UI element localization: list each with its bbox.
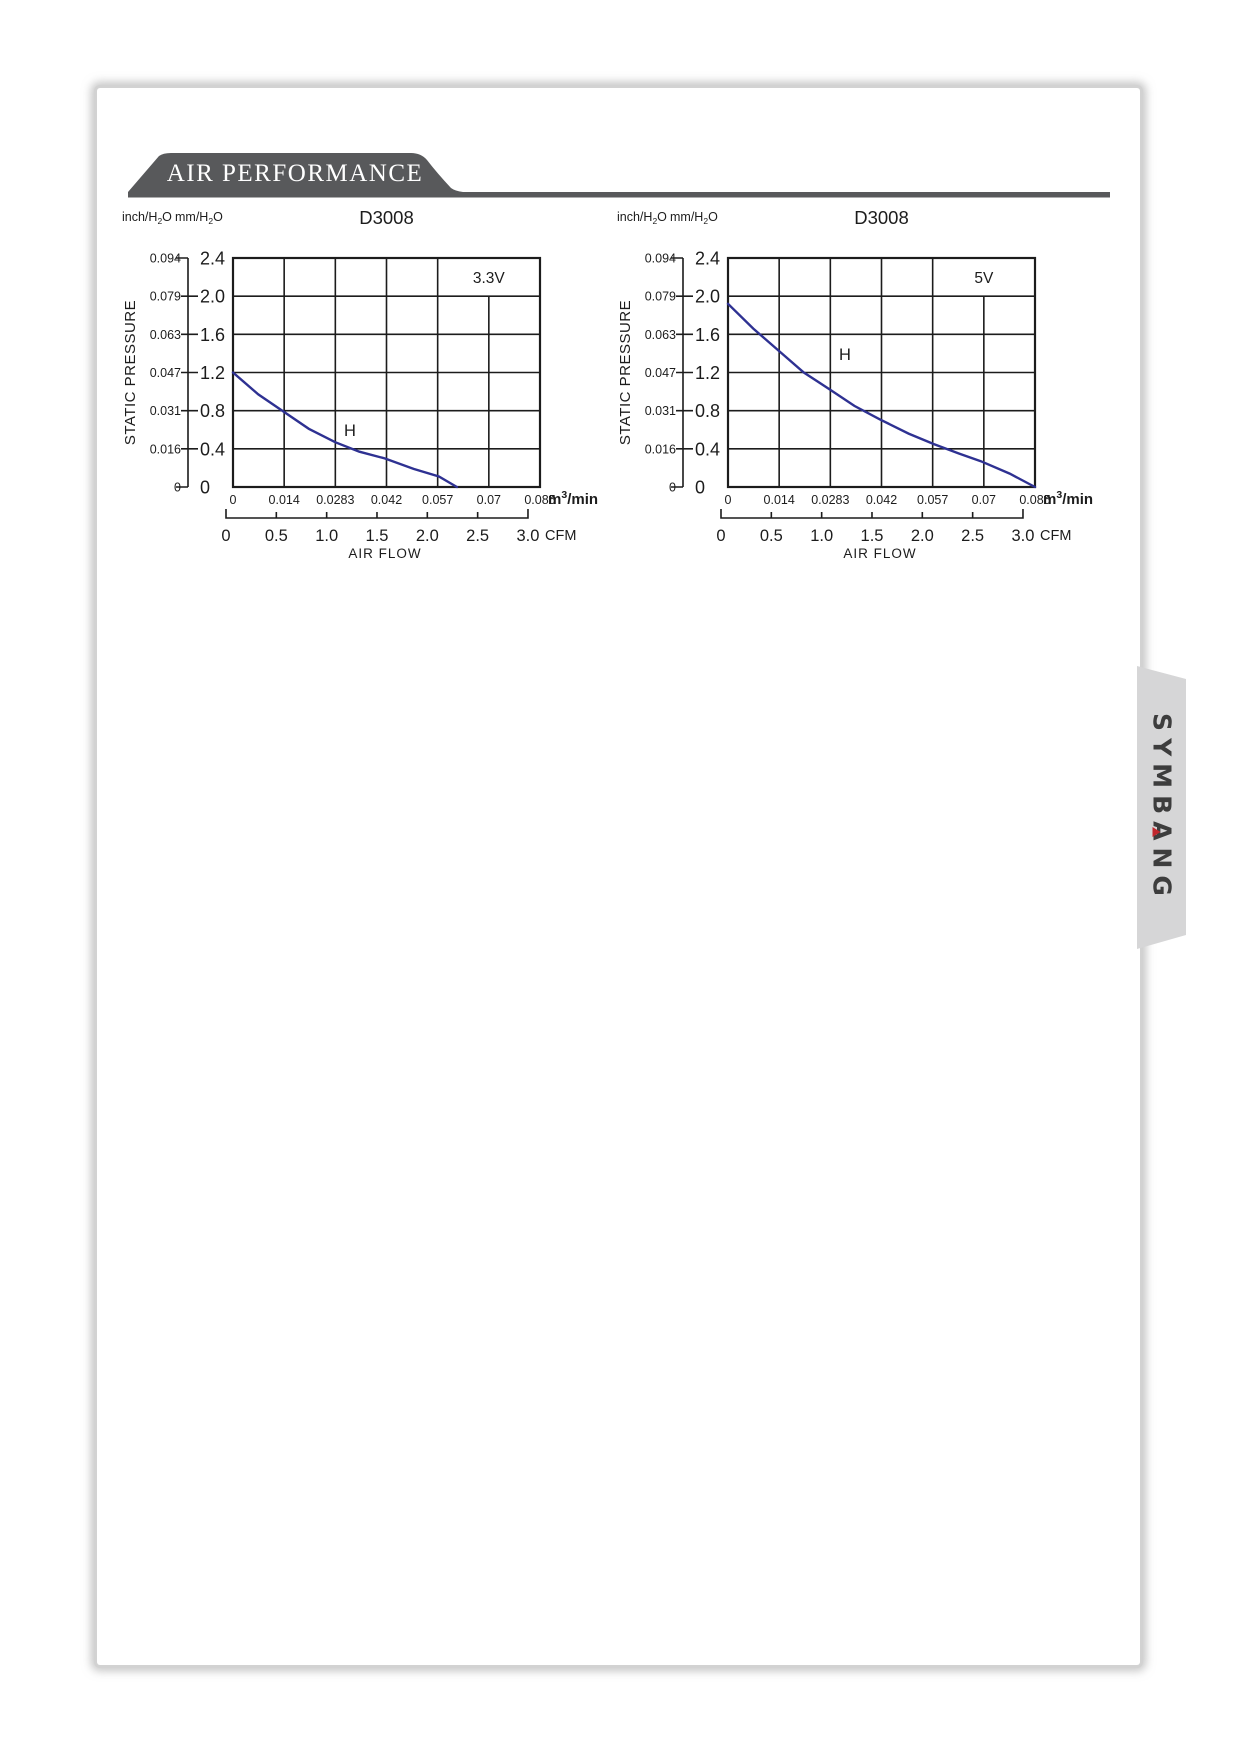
y-unit-mm: mm/H2O: [175, 210, 223, 226]
y-tick-mm: 1.6: [695, 325, 720, 345]
x-tick-cfm: 0: [221, 527, 230, 545]
y-tick-mm: 0.8: [695, 401, 720, 421]
x-tick-m3: 0: [725, 493, 732, 507]
brand-side-tab: SYMBANG: [1137, 666, 1186, 949]
x-tick-m3: 0.014: [269, 493, 300, 507]
x-tick-m3: 0.014: [764, 493, 795, 507]
x-tick-m3: 0.0283: [811, 493, 849, 507]
curve-label-h: H: [839, 346, 851, 364]
x-axis-label: AIR FLOW: [348, 546, 421, 561]
x-tick-cfm: 1.0: [810, 527, 833, 545]
x-tick-m3: 0.0283: [316, 493, 354, 507]
y-axis-bracket: [176, 257, 198, 488]
brand-letter: Y: [1147, 737, 1176, 763]
x-tick-m3: 0.07: [477, 493, 501, 507]
banner-shape: [128, 153, 1110, 198]
air-performance-chart-5v: D3008 inch/H2O mm/H2O 0.094 0.079 0.063 0.047 0…: [610, 200, 1110, 568]
y-tick-inch: 0.031: [645, 404, 676, 418]
section-header-banner: AIR PERFORMANCE: [128, 153, 1110, 198]
y-tick-mm: 0: [695, 478, 705, 498]
y-tick-inch: 0.047: [645, 366, 676, 380]
x-tick-m3: 0.057: [422, 493, 453, 507]
pressure-flow-curve: [231, 371, 459, 489]
y-tick-inch: 0.094: [645, 252, 676, 266]
x-unit-m3min: m3/min: [1043, 489, 1093, 508]
x-unit-m3min: m3/min: [548, 489, 598, 508]
brand-logo-text: SYMBANG: [1147, 713, 1176, 903]
y-tick-mm: 2.0: [695, 287, 720, 307]
curve-label-h: H: [344, 422, 356, 440]
air-performance-chart-3v3: D3008 inch/H2O mm/H2O 0.094 0.079 0.063 0.047 0…: [115, 200, 615, 568]
x-tick-m3: 0.057: [917, 493, 948, 507]
x-tick-cfm: 0.5: [265, 527, 288, 545]
y-tick-mm: 1.2: [200, 363, 225, 383]
y-tick-mm: 1.2: [695, 363, 720, 383]
x-tick-m3: 0.042: [866, 493, 897, 507]
x-axis-label: AIR FLOW: [843, 546, 916, 561]
y-tick-inch: 0.079: [645, 290, 676, 304]
y-unit-inch: inch/H2O: [122, 210, 172, 226]
section-title: AIR PERFORMANCE: [167, 160, 424, 187]
brand-letter: G: [1147, 874, 1176, 903]
x-tick-cfm: 3.0: [517, 527, 540, 545]
brand-letter: B: [1147, 794, 1176, 821]
y-tick-inch: 0.016: [645, 442, 676, 456]
cfm-axis-bracket: [225, 509, 529, 519]
y-tick-inch: 0.094: [150, 252, 181, 266]
datasheet-page: AIR PERFORMANCE D3008 inch/H2O mm/H2O 0.094…: [97, 88, 1186, 1665]
grid: [231, 256, 542, 489]
y-tick-mm: 2.0: [200, 287, 225, 307]
x-unit-cfm: CFM: [545, 528, 576, 544]
pressure-flow-curve: [726, 302, 1037, 489]
x-tick-m3: 0.085: [524, 493, 555, 507]
y-unit-inch: inch/H2O: [617, 210, 667, 226]
y-tick-inch: 0.031: [150, 404, 181, 418]
y-tick-mm: 0.4: [695, 439, 720, 459]
y-axis-label: STATIC PRESSURE: [122, 300, 139, 445]
x-tick-cfm: 0: [716, 527, 725, 545]
y-axis-bracket: [671, 257, 693, 488]
y-axis-label: STATIC PRESSURE: [617, 300, 634, 445]
x-tick-cfm: 2.5: [466, 527, 489, 545]
chart-title: D3008: [854, 207, 909, 228]
x-tick-cfm: 2.0: [416, 527, 439, 545]
y-tick-inch: 0.016: [150, 442, 181, 456]
y-tick-inch: 0.047: [150, 366, 181, 380]
x-unit-cfm: CFM: [1040, 528, 1071, 544]
voltage-label: 3.3V: [473, 270, 506, 287]
brand-letter: M: [1147, 762, 1176, 795]
y-tick-inch: 0.063: [645, 328, 676, 342]
x-tick-cfm: 0.5: [760, 527, 783, 545]
x-tick-cfm: 3.0: [1012, 527, 1035, 545]
brand-letter: N: [1147, 846, 1176, 875]
x-tick-cfm: 1.0: [315, 527, 338, 545]
cfm-axis-bracket: [720, 509, 1024, 519]
x-tick-cfm: 2.5: [961, 527, 984, 545]
x-tick-cfm: 1.5: [861, 527, 884, 545]
x-tick-cfm: 2.0: [911, 527, 934, 545]
x-tick-cfm: 1.5: [366, 527, 389, 545]
y-tick-mm: 0: [200, 478, 210, 498]
x-tick-m3: 0.085: [1019, 493, 1050, 507]
x-tick-m3: 0.07: [972, 493, 996, 507]
voltage-label: 5V: [974, 270, 994, 287]
y-tick-inch: 0.063: [150, 328, 181, 342]
y-unit-mm: mm/H2O: [670, 210, 718, 226]
x-tick-m3: 0.042: [371, 493, 402, 507]
y-tick-mm: 1.6: [200, 325, 225, 345]
brand-letter: A: [1147, 820, 1176, 847]
brand-letter: S: [1147, 712, 1176, 738]
y-tick-mm: 2.4: [695, 249, 720, 269]
y-tick-inch: 0.079: [150, 290, 181, 304]
y-tick-mm: 0.8: [200, 401, 225, 421]
y-tick-mm: 0.4: [200, 439, 225, 459]
x-tick-m3: 0: [230, 493, 237, 507]
y-tick-mm: 2.4: [200, 249, 225, 269]
y-tick-inch: 0: [669, 481, 676, 495]
y-tick-inch: 0: [174, 481, 181, 495]
grid: [726, 256, 1037, 489]
chart-title: D3008: [359, 207, 414, 228]
